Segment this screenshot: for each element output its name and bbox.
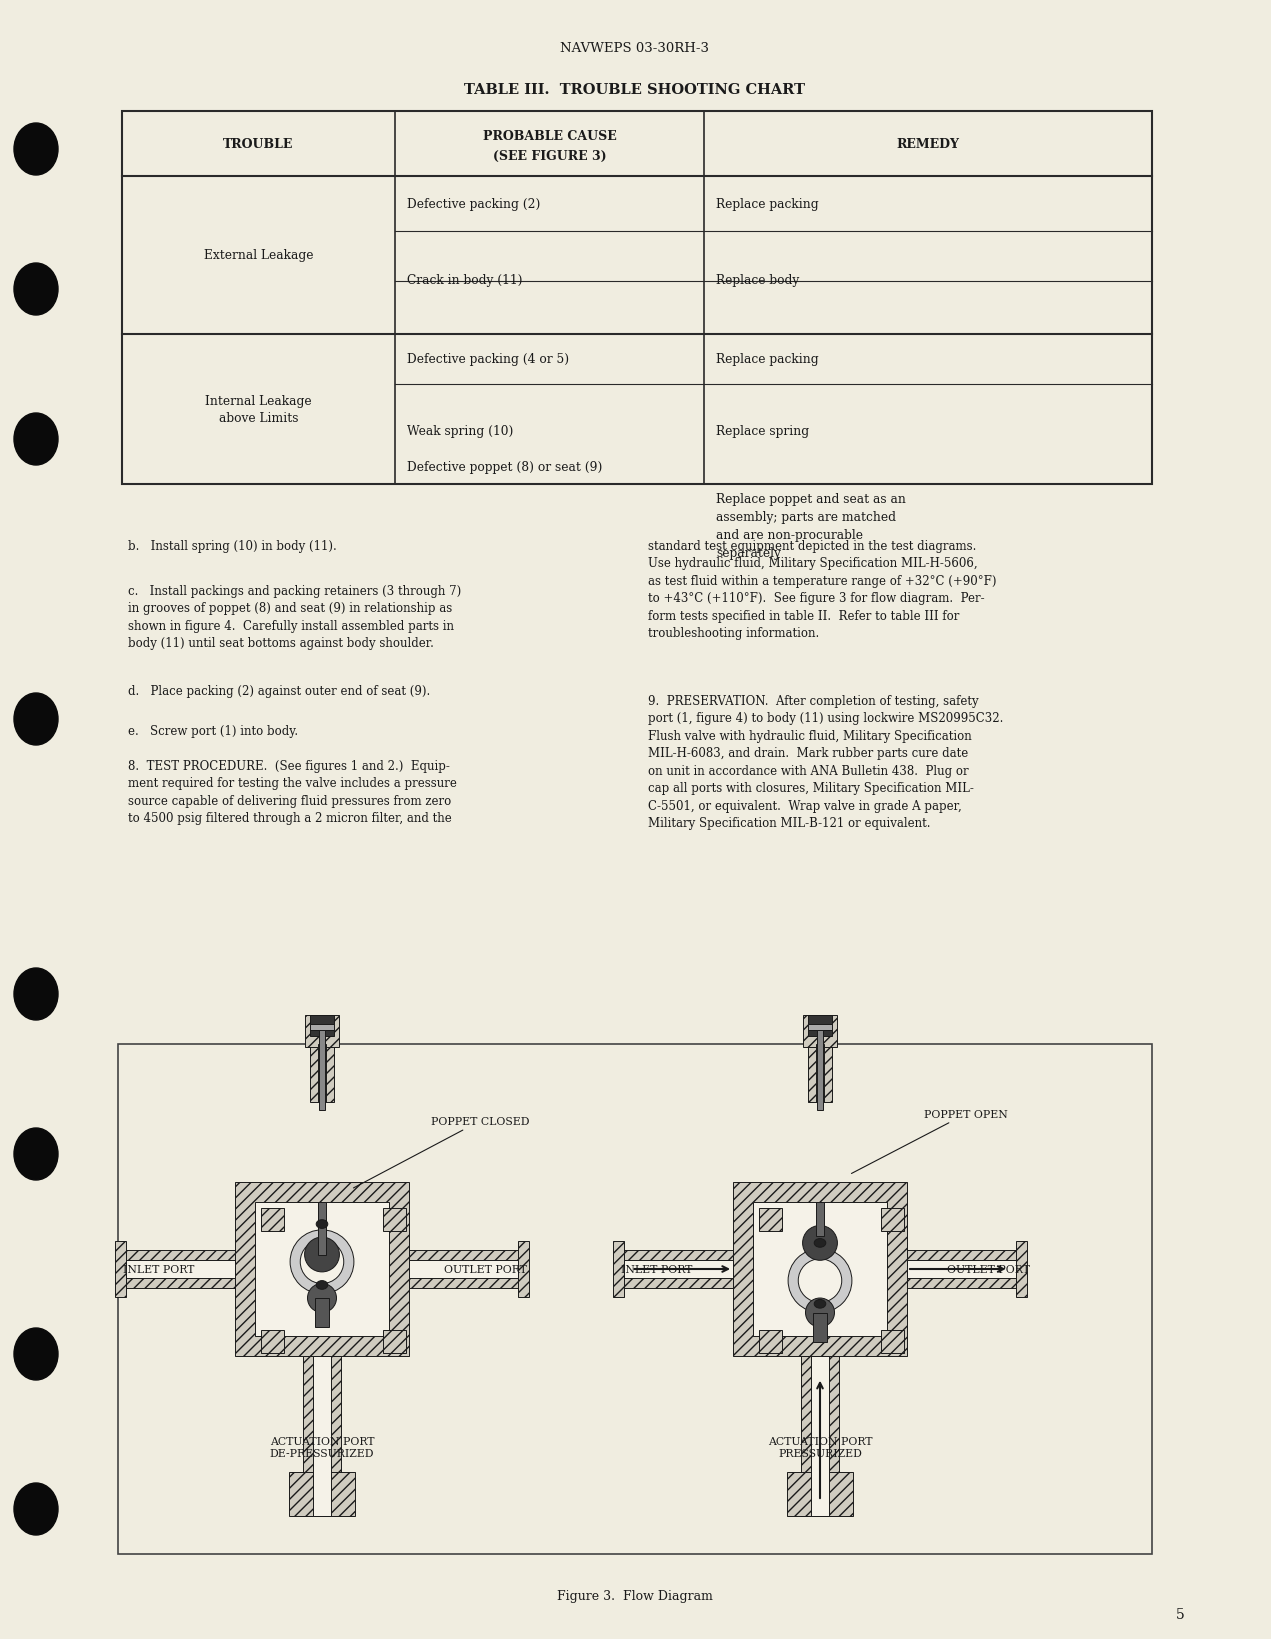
Bar (289, 1472, 356, 1516)
Bar (261, 1208, 285, 1231)
Bar (907, 1251, 1016, 1288)
Bar (811, 1355, 829, 1516)
Text: PROBABLE CAUSE: PROBABLE CAUSE (483, 129, 616, 143)
Bar (801, 1355, 839, 1516)
Ellipse shape (14, 413, 58, 465)
Bar (808, 1031, 831, 1036)
Bar (261, 1331, 285, 1354)
Bar (759, 1331, 782, 1354)
Bar (808, 1044, 831, 1103)
Text: ACTUATION PORT
DE-PRESSURIZED: ACTUATION PORT DE-PRESSURIZED (269, 1436, 374, 1457)
Ellipse shape (815, 1239, 826, 1247)
Bar (808, 1016, 831, 1024)
Text: c.   Install packings and packing retainers (3 through 7)
in grooves of poppet (: c. Install packings and packing retainer… (128, 585, 461, 651)
Bar (126, 1251, 235, 1288)
Text: (SEE FIGURE 3): (SEE FIGURE 3) (493, 149, 606, 162)
Text: POPPET OPEN: POPPET OPEN (852, 1110, 1008, 1174)
Bar (733, 1182, 907, 1355)
Text: ACTUATION PORT
PRESSURIZED: ACTUATION PORT PRESSURIZED (768, 1436, 872, 1457)
Ellipse shape (14, 125, 58, 175)
Bar (759, 1208, 782, 1231)
Bar (409, 1251, 517, 1288)
Bar (304, 1355, 341, 1516)
Bar (318, 1044, 327, 1103)
Bar (114, 1242, 126, 1296)
Bar (319, 1031, 325, 1110)
Text: TROUBLE: TROUBLE (224, 138, 294, 151)
Bar (817, 1031, 822, 1110)
Bar (517, 1242, 529, 1296)
Circle shape (290, 1231, 353, 1293)
Ellipse shape (14, 264, 58, 316)
Bar (235, 1182, 409, 1355)
Text: Replace packing: Replace packing (716, 354, 819, 365)
Bar (613, 1242, 624, 1296)
Text: Replace spring: Replace spring (716, 425, 810, 438)
Bar (812, 1313, 827, 1342)
Circle shape (806, 1298, 835, 1328)
Circle shape (788, 1249, 852, 1313)
Text: Defective packing (2): Defective packing (2) (407, 198, 540, 211)
Text: Weak spring (10): Weak spring (10) (407, 425, 513, 438)
Ellipse shape (815, 1300, 826, 1308)
Bar (305, 1016, 339, 1047)
Text: d.   Place packing (2) against outer end of seat (9).: d. Place packing (2) against outer end o… (128, 685, 431, 698)
Bar (409, 1260, 517, 1278)
Bar (310, 1031, 333, 1036)
Bar (383, 1208, 407, 1231)
Text: Replace body: Replace body (716, 274, 799, 287)
Ellipse shape (316, 1280, 328, 1290)
Text: b.   Install spring (10) in body (11).: b. Install spring (10) in body (11). (128, 539, 337, 552)
Ellipse shape (14, 969, 58, 1021)
Text: OUTLET PORT: OUTLET PORT (445, 1264, 527, 1274)
Bar (881, 1208, 904, 1231)
Text: Defective poppet (8) or seat (9): Defective poppet (8) or seat (9) (407, 461, 602, 474)
Text: standard test equipment depicted in the test diagrams.
Use hydraulic fluid, Mili: standard test equipment depicted in the … (648, 539, 996, 641)
Bar (118, 1044, 1152, 1554)
Text: Figure 3.  Flow Diagram: Figure 3. Flow Diagram (557, 1590, 713, 1601)
Bar (310, 1016, 333, 1024)
Bar (122, 111, 1152, 485)
Ellipse shape (14, 1128, 58, 1180)
Ellipse shape (14, 1483, 58, 1536)
Text: NAVWEPS 03-30RH-3: NAVWEPS 03-30RH-3 (561, 41, 709, 54)
Ellipse shape (14, 693, 58, 746)
Bar (313, 1355, 330, 1516)
Text: OUTLET PORT: OUTLET PORT (947, 1264, 1031, 1274)
Text: External Leakage: External Leakage (203, 249, 313, 262)
Ellipse shape (14, 1328, 58, 1380)
Text: 5: 5 (1176, 1606, 1185, 1621)
Circle shape (798, 1259, 841, 1303)
Text: POPPET CLOSED: POPPET CLOSED (353, 1116, 529, 1188)
Bar (754, 1203, 887, 1336)
Text: Internal Leakage
above Limits: Internal Leakage above Limits (205, 395, 311, 425)
Circle shape (305, 1237, 339, 1272)
Text: 9.  PRESERVATION.  After completion of testing, safety
port (1, figure 4) to bod: 9. PRESERVATION. After completion of tes… (648, 695, 1003, 829)
Text: e.   Screw port (1) into body.: e. Screw port (1) into body. (128, 724, 299, 738)
Text: 8.  TEST PROCEDURE.  (See figures 1 and 2.)  Equip-
ment required for testing th: 8. TEST PROCEDURE. (See figures 1 and 2.… (128, 759, 456, 824)
Bar (126, 1260, 235, 1278)
Circle shape (802, 1226, 838, 1260)
Bar (1016, 1242, 1027, 1296)
Bar (255, 1203, 389, 1336)
Circle shape (300, 1241, 343, 1283)
Text: Crack in body (11): Crack in body (11) (407, 274, 522, 287)
Bar (802, 1016, 838, 1047)
Text: Replace packing: Replace packing (716, 198, 819, 211)
Bar (318, 1203, 325, 1255)
Bar (816, 1044, 825, 1103)
Bar (624, 1251, 733, 1288)
Bar (881, 1331, 904, 1354)
Bar (383, 1331, 407, 1354)
Bar (907, 1260, 1016, 1278)
Bar (310, 1024, 333, 1031)
Bar (315, 1298, 329, 1328)
Bar (808, 1024, 831, 1031)
Text: TABLE III.  TROUBLE SHOOTING CHART: TABLE III. TROUBLE SHOOTING CHART (464, 84, 806, 97)
Bar (624, 1260, 733, 1278)
Bar (310, 1044, 333, 1103)
Text: Replace poppet and seat as an
assembly; parts are matched
and are non-procurable: Replace poppet and seat as an assembly; … (716, 493, 906, 559)
Text: Defective packing (4 or 5): Defective packing (4 or 5) (407, 354, 569, 365)
Circle shape (308, 1283, 337, 1313)
Bar (816, 1203, 824, 1236)
